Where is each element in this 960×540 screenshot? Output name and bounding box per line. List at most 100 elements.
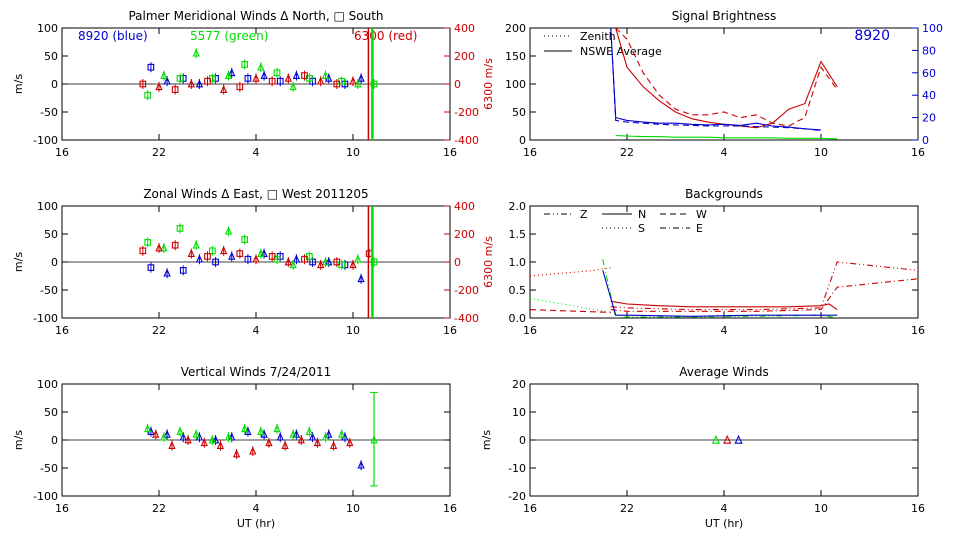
data-point-red	[281, 440, 289, 449]
chart-title: Average Winds	[679, 365, 769, 379]
data-point-blue	[195, 254, 204, 263]
y-tick-label: 0	[519, 134, 526, 147]
right-tick-label: 40	[922, 89, 936, 102]
right-tick-label: 400	[454, 22, 475, 35]
legend-annotation: 8920	[854, 28, 890, 44]
data-point-red	[268, 77, 276, 85]
data-point-green	[354, 254, 362, 263]
data-layer	[610, 28, 838, 140]
legend-label: NSWE Average	[580, 45, 662, 58]
data-point-blue	[325, 429, 333, 438]
data-point-red	[204, 77, 211, 85]
data-point-red	[268, 253, 276, 260]
right-tick-label: 0	[922, 134, 929, 147]
x-tick-label: 16	[523, 146, 537, 159]
x-tick-label: 22	[152, 146, 166, 159]
right-tick-label: -200	[454, 106, 479, 119]
data-point-blue	[212, 258, 219, 266]
data-layer	[144, 391, 379, 487]
right-tick-label: 200	[454, 50, 475, 63]
data-point-green	[711, 434, 720, 444]
y-tick-label: 50	[44, 50, 58, 63]
data-point-red	[284, 257, 292, 266]
data-point-blue	[276, 432, 284, 441]
data-point-blue	[195, 79, 204, 88]
y-tick-label: 2.0	[509, 200, 527, 213]
data-point-blue	[163, 268, 171, 277]
chart-title: Signal Brightness	[672, 9, 777, 23]
panel-meridional: Palmer Meridional Winds Δ North, □ South…	[12, 9, 495, 159]
y-axis-label: m/s	[12, 252, 25, 272]
panel-average: Average Winds 16 22 4 10 16 20 10 0 -10 -20 m/s UT (…	[480, 365, 925, 530]
y-axis-label: m/s	[480, 430, 493, 450]
data-point-blue	[147, 63, 155, 71]
series-line-green	[615, 134, 838, 140]
panel-vertical: Vertical Winds 7/24/2011 16 22 4 10 16 100 50 0 -…	[12, 365, 457, 530]
x-tick-label: 4	[721, 502, 728, 515]
data-point-blue	[244, 255, 252, 263]
x-tick-label: 4	[721, 324, 728, 337]
right-tick-label: 60	[922, 67, 936, 80]
data-point-blue	[292, 70, 301, 79]
data-point-green	[192, 429, 200, 438]
x-tick-label: 16	[55, 502, 69, 515]
series-line-green	[530, 297, 611, 313]
data-point-green	[257, 62, 265, 71]
data-point-red	[220, 246, 228, 255]
y-tick-label: 100	[37, 22, 58, 35]
y-tick-label: 50	[512, 106, 526, 119]
x-tick-label: 4	[253, 324, 260, 337]
data-point-blue	[276, 77, 284, 85]
legend-label: S	[638, 222, 645, 235]
right-tick-label: -400	[454, 134, 479, 147]
data-point-green	[289, 82, 297, 91]
x-tick-label: 22	[152, 324, 166, 337]
series-line-blue	[610, 28, 822, 132]
data-point-red	[252, 73, 260, 82]
data-point-red	[139, 80, 147, 88]
data-point-red	[236, 83, 244, 91]
data-point-green	[289, 429, 297, 438]
data-point-red	[155, 82, 163, 91]
data-point-green	[176, 426, 184, 435]
right-tick-label: -200	[454, 284, 479, 297]
data-point-blue	[179, 432, 187, 441]
data-point-red	[349, 260, 357, 269]
x-tick-label: 16	[443, 324, 457, 337]
x-tick-label: 16	[911, 146, 925, 159]
data-point-red	[346, 438, 354, 447]
right-tick-label: 20	[922, 112, 936, 125]
data-point-green	[338, 429, 346, 438]
legend-label: Z	[580, 208, 588, 221]
data-point-red	[349, 76, 357, 85]
data-point-red	[301, 72, 308, 79]
y-tick-label: 20	[512, 378, 526, 391]
x-tick-label: 4	[253, 146, 260, 159]
legend-annotation: 6300 (red)	[354, 29, 417, 43]
y-tick-label: -50	[40, 284, 58, 297]
x-tick-label: 16	[55, 324, 69, 337]
y-tick-label: 0	[519, 434, 526, 447]
right-tick-label: 0	[454, 78, 461, 91]
series-line-red	[530, 309, 611, 313]
plot-frame	[529, 205, 919, 319]
data-point-red	[171, 86, 179, 93]
data-point-green	[176, 75, 184, 82]
legend-label: N	[638, 208, 646, 221]
series-line-red	[610, 300, 838, 311]
data-point-green	[305, 426, 314, 435]
x-tick-label: 16	[55, 146, 69, 159]
data-point-red	[329, 440, 338, 449]
data-point-green	[241, 236, 249, 243]
data-point-blue	[357, 274, 365, 283]
data-point-green	[224, 226, 233, 235]
data-point-red	[333, 258, 341, 266]
y-tick-label: 100	[505, 78, 526, 91]
data-point-red	[236, 250, 244, 257]
x-tick-label: 10	[814, 502, 828, 515]
right-axis-label: 6300 m/s	[482, 58, 495, 110]
x-tick-label: 16	[523, 502, 537, 515]
data-point-red	[232, 449, 241, 458]
data-point-blue	[147, 264, 155, 271]
data-point-red	[220, 84, 228, 93]
